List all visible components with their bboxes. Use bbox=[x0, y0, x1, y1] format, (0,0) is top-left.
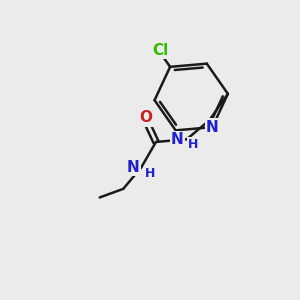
Text: H: H bbox=[188, 138, 198, 151]
Text: N: N bbox=[171, 132, 184, 147]
Text: N: N bbox=[127, 160, 140, 175]
Text: Cl: Cl bbox=[153, 43, 169, 58]
Text: N: N bbox=[206, 120, 219, 135]
Text: H: H bbox=[145, 167, 155, 180]
Text: O: O bbox=[139, 110, 152, 125]
